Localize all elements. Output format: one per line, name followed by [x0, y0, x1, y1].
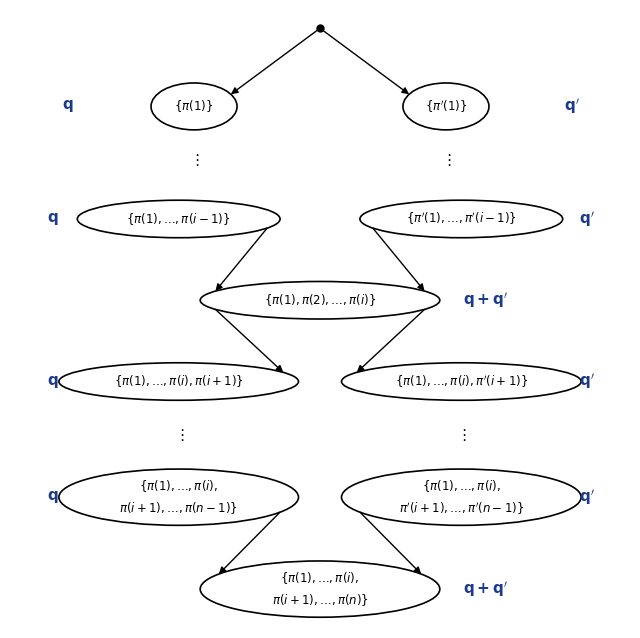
Text: $\mathbf{q}$: $\mathbf{q}$: [62, 98, 74, 114]
Text: $\{\pi(1),\ldots,\pi(i),$: $\{\pi(1),\ldots,\pi(i),$: [280, 570, 360, 586]
Text: $\{\pi(1),\ldots,\pi(i),\pi(i+1)\}$: $\{\pi(1),\ldots,\pi(i),\pi(i+1)\}$: [114, 374, 244, 389]
Text: $\mathbf{q}$: $\mathbf{q}$: [47, 373, 58, 390]
Text: $\vdots$: $\vdots$: [189, 152, 199, 168]
Text: $\{\pi'(1),\ldots,\pi'(i-1)\}$: $\{\pi'(1),\ldots,\pi'(i-1)\}$: [406, 211, 516, 227]
Text: $\vdots$: $\vdots$: [173, 427, 184, 443]
Text: $\{\pi(1),\pi(2),\ldots,\pi(i)\}$: $\{\pi(1),\pi(2),\ldots,\pi(i)\}$: [264, 292, 376, 308]
Text: $\vdots$: $\vdots$: [456, 427, 467, 443]
Text: $\{\pi(1),\ldots,\pi(i),$: $\{\pi(1),\ldots,\pi(i),$: [422, 478, 501, 494]
Text: $\vdots$: $\vdots$: [441, 152, 451, 168]
Text: $\mathbf{q'}$: $\mathbf{q'}$: [564, 96, 580, 116]
Text: $\mathbf{q}$: $\mathbf{q}$: [47, 211, 58, 227]
Text: $\mathbf{q'}$: $\mathbf{q'}$: [579, 487, 595, 507]
Text: $\mathbf{q}$: $\mathbf{q}$: [47, 489, 58, 505]
Text: $\{\pi(1)\}$: $\{\pi(1)\}$: [175, 98, 214, 114]
Text: $\mathbf{q+q'}$: $\mathbf{q+q'}$: [463, 579, 509, 599]
Text: $\pi'(i+1),\ldots,\pi'(n-1)\}$: $\pi'(i+1),\ldots,\pi'(n-1)\}$: [399, 500, 524, 517]
Text: $\{\pi(1),\ldots,\pi(i-1)\}$: $\{\pi(1),\ldots,\pi(i-1)\}$: [127, 211, 231, 227]
Text: $\{\pi(1),\ldots,\pi(i),$: $\{\pi(1),\ldots,\pi(i),$: [139, 478, 218, 494]
Text: $\mathbf{q+q'}$: $\mathbf{q+q'}$: [463, 290, 509, 310]
Text: $\pi(i+1),\ldots,\pi(n-1)\}$: $\pi(i+1),\ldots,\pi(n-1)\}$: [119, 500, 238, 516]
Text: $\{\pi'(1)\}$: $\{\pi'(1)\}$: [425, 98, 467, 115]
Text: $\{\pi(1),\ldots,\pi(i),\pi'(i+1)\}$: $\{\pi(1),\ldots,\pi(i),\pi'(i+1)\}$: [395, 373, 528, 390]
Text: $\pi(i+1),\ldots,\pi(n)\}$: $\pi(i+1),\ldots,\pi(n)\}$: [271, 593, 369, 608]
Text: $\mathbf{q'}$: $\mathbf{q'}$: [579, 372, 595, 391]
Text: $\mathbf{q'}$: $\mathbf{q'}$: [579, 209, 595, 229]
